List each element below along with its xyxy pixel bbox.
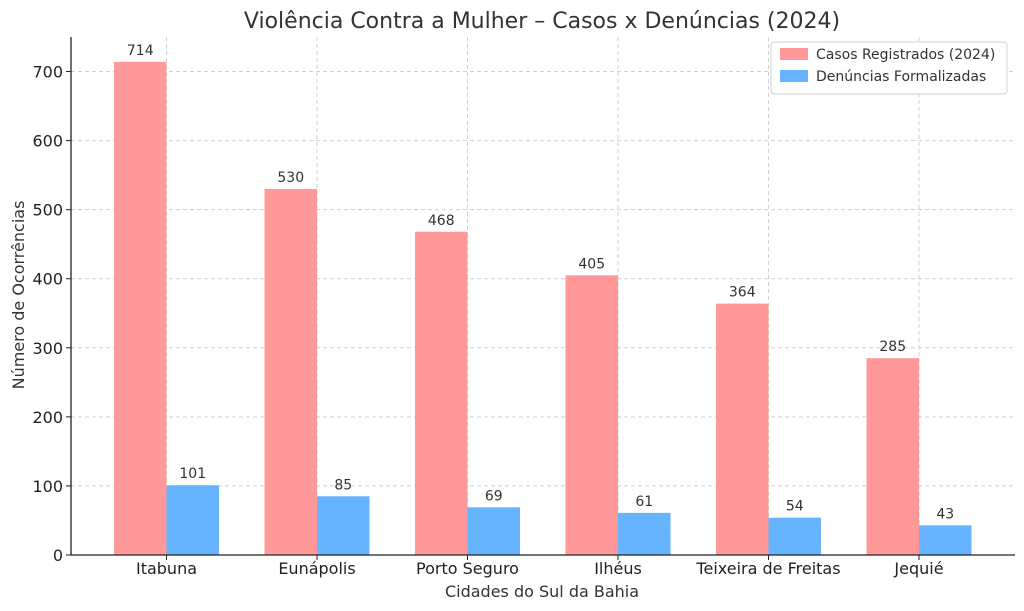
bar-casos-2 [415, 231, 468, 555]
axes: 0 100 200 300 400 500 600 700 Itabuna Eunápolis Po… [32, 37, 1015, 578]
bar-denuncias-0 [166, 485, 219, 555]
legend-label-denuncias: Denúncias Formalizadas [816, 69, 986, 85]
legend: Casos Registrados (2024) Denúncias Forma… [770, 41, 1008, 95]
legend-swatch-denuncias [780, 70, 808, 82]
x-axis-label: Cidades do Sul da Bahia [445, 582, 639, 601]
data-label-denuncias-1: 85 [334, 477, 352, 493]
y-axis-label: Número de Ocorrências [9, 201, 28, 390]
data-label-casos-5: 285 [879, 339, 906, 355]
bar-denuncias-4 [768, 517, 821, 555]
bar-casos-4 [716, 303, 769, 555]
bar-casos-1 [264, 188, 317, 556]
y-tick-label: 700 [32, 63, 63, 82]
x-tick-label: Itabuna [136, 559, 197, 578]
gridlines [71, 37, 1015, 555]
data-label-casos-0: 714 [127, 43, 154, 59]
data-label-casos-4: 364 [729, 285, 756, 301]
bar-casos-3 [565, 275, 618, 555]
bars [114, 61, 972, 556]
legend-label-casos: Casos Registrados (2024) [816, 47, 995, 63]
data-label-denuncias-4: 54 [786, 499, 804, 515]
data-label-denuncias-2: 69 [485, 488, 503, 504]
bar-casos-5 [866, 358, 919, 555]
data-labels: 714 530 468 405 364 285 101 85 69 61 54 43 [127, 43, 954, 522]
bar-casos-0 [114, 61, 167, 555]
legend-swatch-casos [780, 48, 808, 60]
data-label-denuncias-3: 61 [635, 494, 653, 510]
data-label-denuncias-0: 101 [179, 466, 206, 482]
chart-title: Violência Contra a Mulher – Casos x Denú… [244, 9, 840, 34]
x-tick-label: Jequié [893, 559, 943, 578]
x-tick-label: Eunápolis [278, 559, 355, 578]
bar-denuncias-5 [919, 525, 972, 555]
data-label-casos-1: 530 [277, 170, 304, 186]
y-tick-label: 500 [32, 201, 63, 220]
bar-denuncias-2 [467, 507, 520, 555]
y-tick-label: 100 [32, 477, 63, 496]
x-tick-label: Ilhéus [594, 559, 642, 578]
y-tick-label: 400 [32, 270, 63, 289]
bar-denuncias-1 [317, 496, 370, 555]
bar-denuncias-3 [618, 512, 671, 555]
y-tick-label: 200 [32, 408, 63, 427]
legend-frame [770, 41, 1008, 95]
data-label-casos-3: 405 [578, 256, 605, 272]
data-label-denuncias-5: 43 [936, 506, 954, 522]
y-tick-label: 300 [32, 339, 63, 358]
x-tick-label: Porto Seguro [416, 559, 519, 578]
x-tick-label: Teixeira de Freitas [695, 559, 840, 578]
data-label-casos-2: 468 [428, 213, 455, 229]
y-tick-label: 0 [53, 546, 63, 565]
y-tick-label: 600 [32, 132, 63, 151]
